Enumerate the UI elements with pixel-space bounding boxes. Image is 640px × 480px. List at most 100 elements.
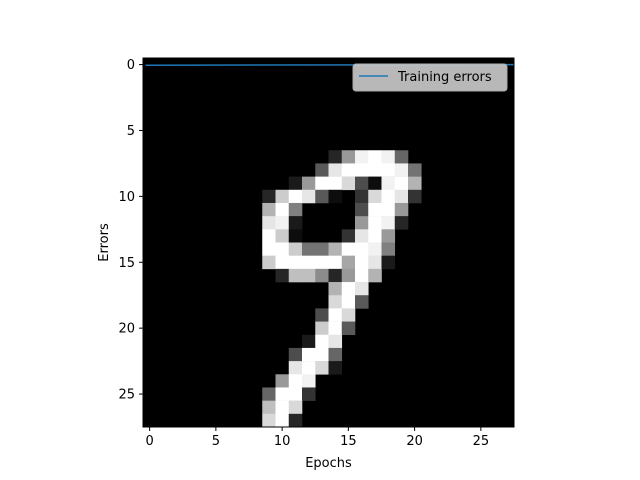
image-pixel [288,216,303,230]
image-pixel [262,229,276,243]
image-pixel [368,216,382,230]
image-pixel [355,163,369,177]
image-pixel [355,242,369,256]
image-pixel [302,334,316,349]
image-pixel [341,308,356,322]
image-pixel [315,321,329,336]
image-pixel [262,202,276,217]
image-pixel [262,400,276,415]
image-pixel [355,295,369,309]
image-pixel [355,189,369,204]
image-pixel [368,176,382,191]
image-pixel [288,361,303,375]
image-pixel [302,387,316,401]
image-pixel [341,150,356,164]
image-pixel [341,295,356,309]
image-pixel [315,242,329,256]
image-pixel [315,347,329,362]
image-pixel [262,255,276,270]
image-pixel [275,242,290,256]
image-pixel [394,176,409,191]
image-pixel [275,413,290,428]
image-pixel [262,242,276,256]
image-pixel [328,361,343,375]
image-pixel [355,282,369,296]
image-pixel [275,189,290,204]
image-pixel [288,255,303,270]
x-axis-label: Epochs [305,456,352,471]
image-pixel [315,334,329,349]
image-pixel [355,176,369,191]
axes: 0 5 10 15 20 25 0 5 10 15 20 25 [118,57,515,449]
image-pixel [328,189,343,204]
image-pixel [355,255,369,270]
image-pixel [368,268,382,283]
image-pixel [355,229,369,243]
image-pixel [315,268,329,283]
image-pixel [408,189,422,204]
image-pixel [288,268,303,283]
image-pixel [275,268,290,283]
image-pixel [288,229,303,243]
image-pixel [355,216,369,230]
image-pixel [275,216,290,230]
x-tick-label: 15 [340,434,357,449]
image-pixel [302,347,316,362]
image-pixel [381,176,396,191]
image-pixel [368,189,382,204]
image-pixel [381,202,396,217]
x-tick-label: 0 [145,434,153,449]
x-tick-label: 10 [274,434,291,449]
image-pixel [302,189,316,204]
image-pixel [328,268,343,283]
image-pixel [368,242,382,256]
image-pixel [328,347,343,362]
image-pixel [341,321,356,336]
image-pixel [315,255,329,270]
image-pixel [302,255,316,270]
image-pixel [341,242,356,256]
image-pixel [394,216,409,230]
image-pixel [394,163,409,177]
image-pixel [275,255,290,270]
image-pixel [302,176,316,191]
legend-label-training-errors: Training errors [397,70,492,85]
image-pixel [328,242,343,256]
image-pixel [288,242,303,256]
y-tick-label: 0 [127,58,135,73]
y-tick-label: 15 [118,256,135,271]
x-tick-label: 25 [473,434,490,449]
image-pixel [394,202,409,217]
y-tick-label: 20 [118,322,135,337]
image-pixel [328,163,343,177]
image-pixel [288,176,303,191]
image-pixel [381,150,396,164]
image-pixel [315,176,329,191]
image-pixel [341,255,356,270]
image-pixel [262,189,276,204]
image-pixel [302,242,316,256]
image-pixel [288,400,303,415]
image-pixel [381,216,396,230]
image-pixel [275,400,290,415]
image-pixel [315,308,329,322]
legend: Training errors [352,63,508,92]
image-pixel [341,176,356,191]
image-pixel [381,189,396,204]
image-pixel [355,150,369,164]
image-pixel [381,242,396,256]
image-pixel [328,295,343,309]
image-pixel [315,163,329,177]
image-pixel [275,374,290,388]
y-tick-label: 25 [118,388,135,403]
image-pixel [368,163,382,177]
image-pixel [328,150,343,164]
y-axis-label: Errors [97,223,112,262]
image-pixel [302,361,316,375]
image-pixel [328,282,343,296]
image-pixel [408,176,422,191]
image-pixel [328,334,343,349]
image-pixel [288,189,303,204]
image-pixel [302,268,316,283]
